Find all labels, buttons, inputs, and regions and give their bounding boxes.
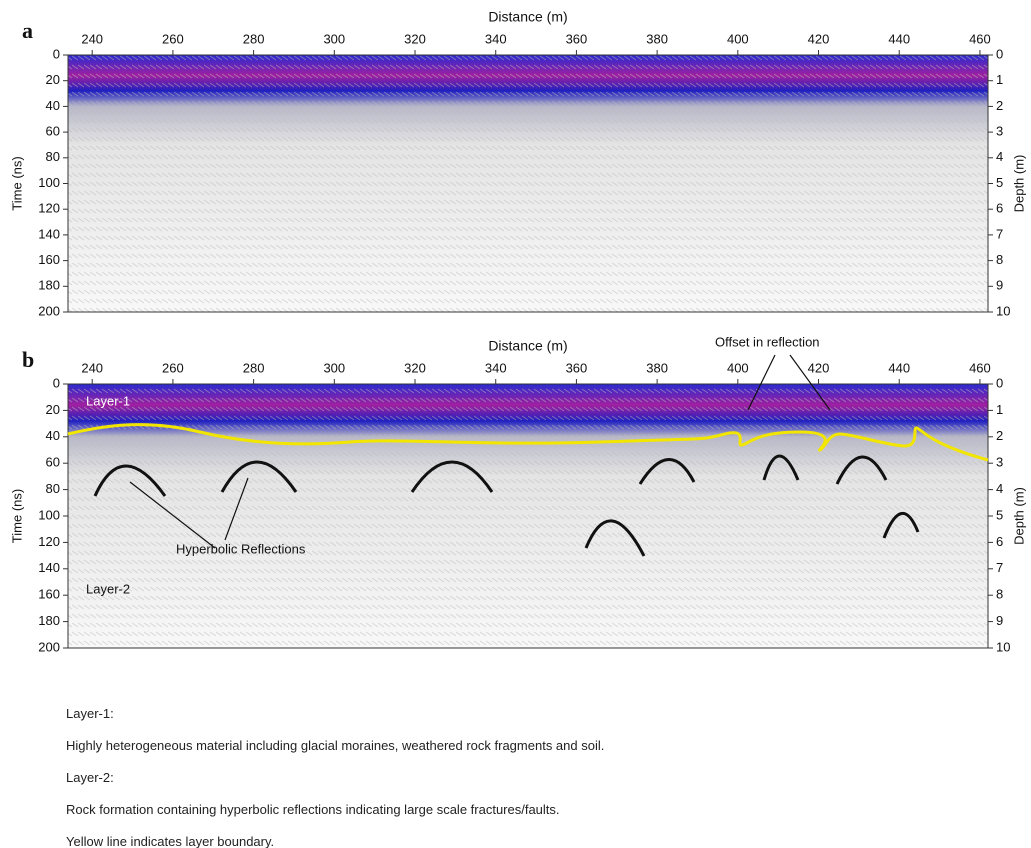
caption: Yellow line indicates layer boundary. <box>66 834 274 848</box>
y-axis-title: Time (ns) <box>9 489 24 543</box>
y2-tick-label: 6 <box>996 534 1003 549</box>
y2-tick-label: 4 <box>996 149 1003 164</box>
y-tick-label: 140 <box>38 226 60 241</box>
x-tick-label: 340 <box>485 31 507 46</box>
annotation: Hyperbolic Reflections <box>176 541 306 556</box>
y2-tick-label: 4 <box>996 481 1003 496</box>
x-tick-label: 260 <box>162 360 184 375</box>
y-tick-label: 20 <box>46 72 60 87</box>
y2-tick-label: 1 <box>996 402 1003 417</box>
x-axis-title: Distance (m) <box>488 338 567 354</box>
y-tick-label: 40 <box>46 428 60 443</box>
y2-tick-label: 7 <box>996 560 1003 575</box>
y2-tick-label: 0 <box>996 375 1003 390</box>
x-tick-label: 240 <box>81 31 103 46</box>
y2-tick-label: 8 <box>996 252 1003 267</box>
x-axis-title: Distance (m) <box>488 9 567 25</box>
annotation: Layer-2 <box>86 581 130 596</box>
caption: Layer-1: <box>66 706 114 721</box>
radargram-texture <box>68 55 988 312</box>
y-tick-label: 200 <box>38 639 60 654</box>
y-tick-label: 0 <box>53 375 60 390</box>
x-tick-label: 320 <box>404 360 426 375</box>
y-axis-title: Time (ns) <box>9 156 24 210</box>
x-tick-label: 400 <box>727 360 749 375</box>
x-tick-label: 460 <box>969 360 991 375</box>
y-tick-label: 140 <box>38 560 60 575</box>
y-tick-label: 60 <box>46 455 60 470</box>
y2-tick-label: 7 <box>996 226 1003 241</box>
y-tick-label: 100 <box>38 175 60 190</box>
x-tick-label: 380 <box>646 31 668 46</box>
x-tick-label: 420 <box>808 31 830 46</box>
y2-tick-label: 9 <box>996 278 1003 293</box>
x-tick-label: 420 <box>808 360 830 375</box>
y-tick-label: 120 <box>38 534 60 549</box>
y-tick-label: 100 <box>38 507 60 522</box>
x-tick-label: 240 <box>81 360 103 375</box>
annotation: Offset in reflection <box>715 334 820 349</box>
y-tick-label: 180 <box>38 613 60 628</box>
y-tick-label: 0 <box>53 46 60 61</box>
y-tick-label: 160 <box>38 587 60 602</box>
y2-axis-title: Depth (m) <box>1011 155 1026 213</box>
x-tick-label: 280 <box>243 360 265 375</box>
x-tick-label: 280 <box>243 31 265 46</box>
x-tick-label: 360 <box>566 31 588 46</box>
figure: aDistance (m)Time (ns)Depth (m)240260280… <box>0 0 1031 848</box>
y2-tick-label: 3 <box>996 455 1003 470</box>
y2-tick-label: 5 <box>996 507 1003 522</box>
y2-tick-label: 8 <box>996 587 1003 602</box>
y-tick-label: 180 <box>38 278 60 293</box>
y-tick-label: 40 <box>46 98 60 113</box>
y-tick-label: 160 <box>38 252 60 267</box>
y-tick-label: 80 <box>46 149 60 164</box>
y2-tick-label: 9 <box>996 613 1003 628</box>
x-tick-label: 340 <box>485 360 507 375</box>
y-tick-label: 60 <box>46 124 60 139</box>
y2-tick-label: 6 <box>996 201 1003 216</box>
y-tick-label: 80 <box>46 481 60 496</box>
x-tick-label: 380 <box>646 360 668 375</box>
x-tick-label: 460 <box>969 31 991 46</box>
x-tick-label: 320 <box>404 31 426 46</box>
y2-axis-title: Depth (m) <box>1011 487 1026 545</box>
y2-tick-label: 2 <box>996 428 1003 443</box>
panel-label: a <box>22 18 33 43</box>
y2-tick-label: 10 <box>996 303 1010 318</box>
page: aDistance (m)Time (ns)Depth (m)240260280… <box>0 0 1031 848</box>
y-tick-label: 200 <box>38 303 60 318</box>
panel-label: b <box>22 347 34 372</box>
x-tick-label: 300 <box>323 360 345 375</box>
x-tick-label: 260 <box>162 31 184 46</box>
y2-tick-label: 2 <box>996 98 1003 113</box>
x-tick-label: 440 <box>888 31 910 46</box>
caption: Layer-2: <box>66 770 114 785</box>
caption: Highly heterogeneous material including … <box>66 738 604 753</box>
y-tick-label: 120 <box>38 201 60 216</box>
y2-tick-label: 0 <box>996 46 1003 61</box>
x-tick-label: 300 <box>323 31 345 46</box>
y2-tick-label: 10 <box>996 639 1010 654</box>
y2-tick-label: 3 <box>996 124 1003 139</box>
x-tick-label: 360 <box>566 360 588 375</box>
annotation: Layer-1 <box>86 393 130 408</box>
x-tick-label: 440 <box>888 360 910 375</box>
caption: Rock formation containing hyperbolic ref… <box>66 802 560 817</box>
radargram-texture <box>68 384 988 648</box>
y-tick-label: 20 <box>46 402 60 417</box>
y2-tick-label: 5 <box>996 175 1003 190</box>
x-tick-label: 400 <box>727 31 749 46</box>
y2-tick-label: 1 <box>996 72 1003 87</box>
